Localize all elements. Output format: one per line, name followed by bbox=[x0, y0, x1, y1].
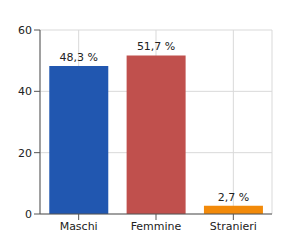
svg-text:Femmine: Femmine bbox=[131, 220, 182, 233]
svg-text:0: 0 bbox=[25, 208, 32, 221]
svg-text:Stranieri: Stranieri bbox=[210, 220, 257, 233]
svg-text:20: 20 bbox=[18, 147, 32, 160]
svg-text:40: 40 bbox=[18, 85, 32, 98]
svg-text:Maschi: Maschi bbox=[60, 220, 98, 233]
svg-text:51,7 %: 51,7 % bbox=[137, 40, 175, 53]
svg-text:2,7 %: 2,7 % bbox=[218, 191, 249, 204]
svg-text:60: 60 bbox=[18, 24, 32, 37]
svg-text:48,3 %: 48,3 % bbox=[60, 51, 98, 64]
